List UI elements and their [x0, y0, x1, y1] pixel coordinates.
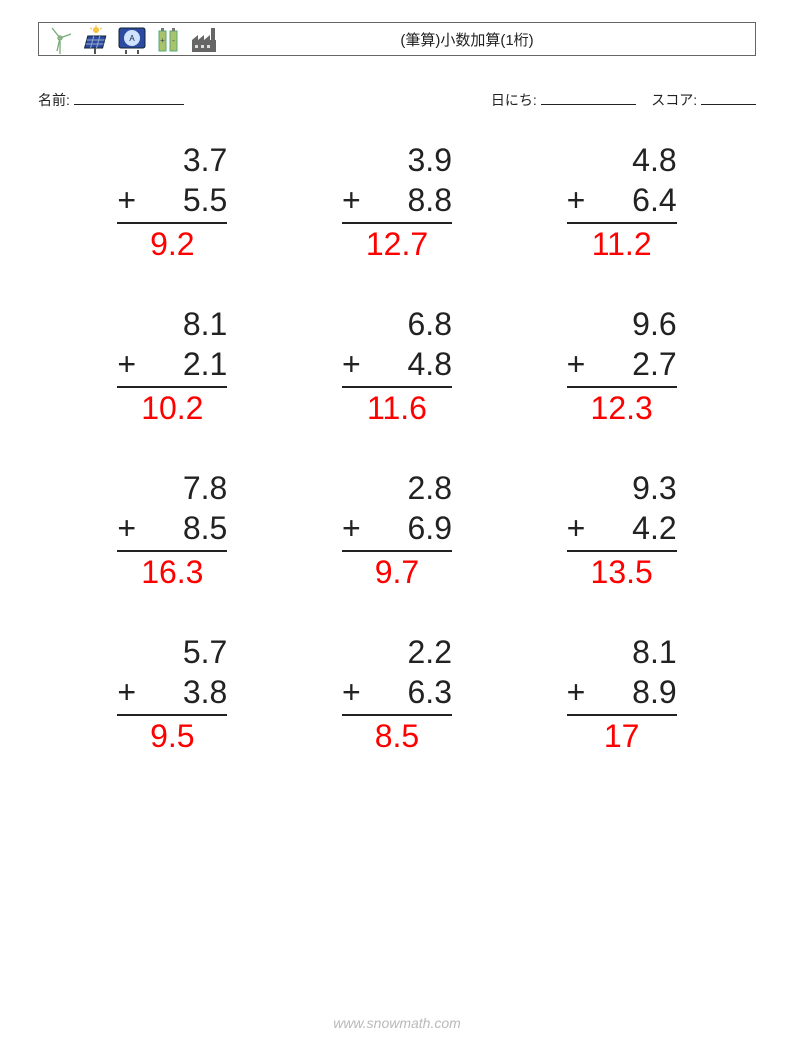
operator: +: [342, 672, 361, 712]
addition-problem: 8.1+2.110.2: [60, 304, 285, 428]
operator: +: [117, 344, 136, 384]
battery-icon: +-: [153, 24, 183, 54]
addend-1: 7.8: [117, 468, 227, 508]
svg-text:A: A: [129, 34, 135, 43]
addend-1: 5.7: [117, 632, 227, 672]
addend-2-row: +4.8: [342, 344, 452, 384]
worksheet-page: A +- (筆算)小数加算(1桁) 名前: 日にち: スコア: 3.7+5.59…: [0, 0, 794, 1053]
addend-2: 5.5: [136, 180, 227, 220]
addend-1: 8.1: [567, 632, 677, 672]
addend-1: 2.2: [342, 632, 452, 672]
addend-2: 3.8: [136, 672, 227, 712]
operator: +: [342, 508, 361, 548]
score-label: スコア:: [651, 92, 697, 108]
footer-url: www.snowmath.com: [333, 1015, 461, 1031]
svg-text:+: +: [160, 36, 165, 45]
addition-problem: 8.1+8.917: [509, 632, 734, 756]
addend-2: 6.3: [361, 672, 452, 712]
addition-problem: 7.8+8.516.3: [60, 468, 285, 592]
addend-2-row: +4.2: [567, 508, 677, 548]
header-icons: A +-: [39, 24, 219, 54]
addend-2: 2.7: [585, 344, 676, 384]
addend-2-row: +6.3: [342, 672, 452, 712]
ammeter-icon: A: [117, 24, 147, 54]
factory-icon: [189, 24, 219, 54]
footer: www.snowmath.com: [0, 1015, 794, 1031]
addition-problem: 3.9+8.812.7: [285, 140, 510, 264]
answer: 11.6: [342, 388, 452, 428]
addend-1: 4.8: [567, 140, 677, 180]
solar-panel-icon: [81, 24, 111, 54]
addend-2-row: +8.9: [567, 672, 677, 712]
addend-1: 3.9: [342, 140, 452, 180]
addend-2-row: +2.7: [567, 344, 677, 384]
addition-problem: 6.8+4.811.6: [285, 304, 510, 428]
date-label: 日にち:: [491, 92, 537, 108]
addend-2: 8.5: [136, 508, 227, 548]
answer: 8.5: [342, 716, 452, 756]
addend-1: 6.8: [342, 304, 452, 344]
answer: 9.5: [117, 716, 227, 756]
header-bar: A +- (筆算)小数加算(1桁): [38, 22, 756, 56]
answer: 9.2: [117, 224, 227, 264]
addend-2: 2.1: [136, 344, 227, 384]
addend-2: 6.9: [361, 508, 452, 548]
answer: 13.5: [567, 552, 677, 592]
operator: +: [567, 508, 586, 548]
addend-2: 6.4: [585, 180, 676, 220]
addition-problem: 2.8+6.99.7: [285, 468, 510, 592]
operator: +: [117, 508, 136, 548]
answer: 11.2: [567, 224, 677, 264]
addend-2-row: +3.8: [117, 672, 227, 712]
addend-2: 4.2: [585, 508, 676, 548]
name-field: 名前:: [38, 90, 184, 110]
operator: +: [567, 672, 586, 712]
addend-1: 9.3: [567, 468, 677, 508]
addition-problem: 5.7+3.89.5: [60, 632, 285, 756]
addition-problem: 2.2+6.38.5: [285, 632, 510, 756]
date-score-group: 日にち: スコア:: [491, 90, 756, 110]
addend-2-row: +8.5: [117, 508, 227, 548]
operator: +: [567, 180, 586, 220]
addend-2-row: +8.8: [342, 180, 452, 220]
score-blank[interactable]: [701, 90, 756, 105]
wind-turbine-icon: [45, 24, 75, 54]
worksheet-title: (筆算)小数加算(1桁): [219, 29, 755, 50]
answer: 12.7: [342, 224, 452, 264]
answer: 9.7: [342, 552, 452, 592]
name-blank[interactable]: [74, 90, 184, 105]
answer: 10.2: [117, 388, 227, 428]
svg-text:-: -: [172, 36, 175, 45]
info-row: 名前: 日にち: スコア:: [38, 90, 756, 110]
answer: 17: [567, 716, 677, 756]
problems-grid: 3.7+5.59.23.9+8.812.74.8+6.411.28.1+2.11…: [60, 140, 734, 756]
addend-1: 3.7: [117, 140, 227, 180]
addend-1: 2.8: [342, 468, 452, 508]
addend-1: 8.1: [117, 304, 227, 344]
addition-problem: 3.7+5.59.2: [60, 140, 285, 264]
addend-2-row: +6.9: [342, 508, 452, 548]
addend-2: 8.8: [361, 180, 452, 220]
operator: +: [117, 672, 136, 712]
addend-2-row: +5.5: [117, 180, 227, 220]
addition-problem: 4.8+6.411.2: [509, 140, 734, 264]
operator: +: [567, 344, 586, 384]
addition-problem: 9.3+4.213.5: [509, 468, 734, 592]
operator: +: [117, 180, 136, 220]
addend-1: 9.6: [567, 304, 677, 344]
date-blank[interactable]: [541, 90, 636, 105]
answer: 16.3: [117, 552, 227, 592]
addend-2-row: +2.1: [117, 344, 227, 384]
addend-2: 4.8: [361, 344, 452, 384]
operator: +: [342, 180, 361, 220]
operator: +: [342, 344, 361, 384]
addend-2: 8.9: [585, 672, 676, 712]
answer: 12.3: [567, 388, 677, 428]
name-label: 名前:: [38, 92, 70, 108]
addition-problem: 9.6+2.712.3: [509, 304, 734, 428]
addend-2-row: +6.4: [567, 180, 677, 220]
